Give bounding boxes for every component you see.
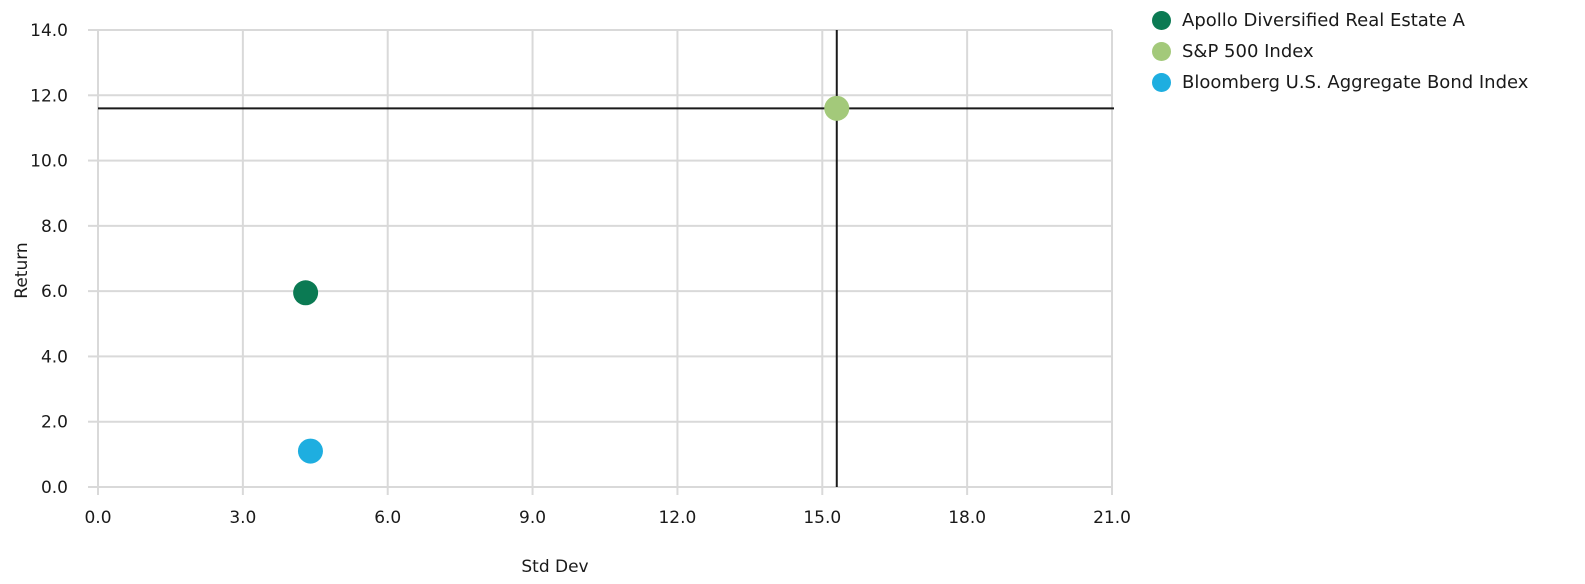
y-tick-label: 4.0 xyxy=(41,347,68,367)
x-tick-label: 6.0 xyxy=(374,508,401,528)
x-tick-label: 0.0 xyxy=(84,508,111,528)
data-points xyxy=(293,95,850,464)
data-point xyxy=(824,95,850,121)
x-tick-label: 21.0 xyxy=(1093,508,1131,528)
y-axis-title: Return xyxy=(12,242,32,298)
legend-item: S&P 500 Index xyxy=(1152,36,1577,67)
data-point xyxy=(297,438,323,464)
x-axis-title: Std Dev xyxy=(521,557,588,577)
y-tick-label: 12.0 xyxy=(30,86,68,106)
legend-swatch xyxy=(1152,42,1171,61)
x-tick-label: 3.0 xyxy=(229,508,256,528)
x-tick-label: 12.0 xyxy=(658,508,696,528)
y-tick-label: 10.0 xyxy=(30,152,68,172)
x-tick-label: 9.0 xyxy=(519,508,546,528)
legend-label: S&P 500 Index xyxy=(1182,41,1314,62)
legend-item: Bloomberg U.S. Aggregate Bond Index xyxy=(1152,67,1577,98)
grid-lines xyxy=(88,29,1113,495)
y-tick-label: 6.0 xyxy=(41,282,68,302)
y-tick-label: 0.0 xyxy=(41,478,68,498)
legend-item: Apollo Diversified Real Estate A xyxy=(1152,5,1577,36)
legend-label: Bloomberg U.S. Aggregate Bond Index xyxy=(1182,72,1529,93)
y-tick-label: 2.0 xyxy=(41,413,68,433)
x-tick-label: 15.0 xyxy=(803,508,841,528)
x-tick-label: 18.0 xyxy=(948,508,986,528)
tick-labels: 0.0 3.0 6.0 9.0 12.0 15.0 18.0 21.0 0.0 2.0 4.0 6.0… xyxy=(30,21,1131,528)
y-tick-label: 8.0 xyxy=(41,217,68,237)
y-tick-label: 14.0 xyxy=(30,21,68,41)
chart-legend: Apollo Diversified Real Estate A S&P 500 … xyxy=(1152,5,1577,98)
legend-swatch xyxy=(1152,11,1171,30)
legend-swatch xyxy=(1152,73,1171,92)
data-point xyxy=(293,280,319,306)
legend-label: Apollo Diversified Real Estate A xyxy=(1182,10,1465,31)
reference-lines xyxy=(98,30,1114,487)
